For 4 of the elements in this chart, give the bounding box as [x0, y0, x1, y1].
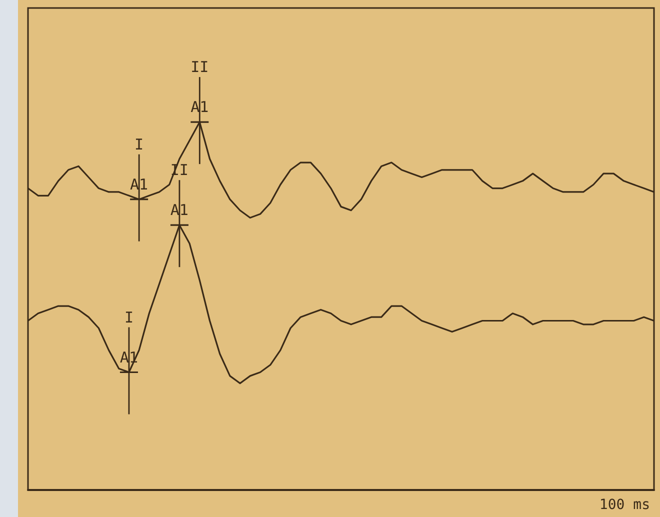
annotation: I	[124, 308, 134, 326]
annotation: I	[134, 135, 144, 154]
text: II	[190, 58, 209, 76]
x-axis-title: 100 ms	[599, 497, 650, 513]
